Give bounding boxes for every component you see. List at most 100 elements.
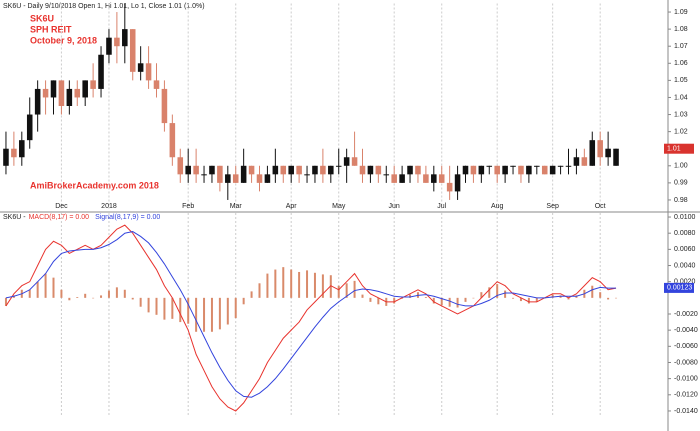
histogram-bar	[250, 291, 253, 298]
x-tick-label: Apr	[286, 203, 298, 210]
histogram-bar	[266, 273, 269, 298]
candle-body	[573, 157, 580, 166]
histogram-bar	[163, 297, 166, 320]
last-value-label: 1.01	[667, 146, 681, 153]
histogram-bar	[480, 292, 483, 298]
y-tick-label: 1.04	[674, 94, 688, 101]
histogram-bar	[36, 281, 39, 298]
y-tick-label: 1.02	[674, 128, 688, 135]
histogram-bar	[242, 297, 245, 305]
candle-body	[541, 165, 548, 175]
y-tick-label: 0.0100	[674, 214, 696, 221]
x-tick-label: Mar	[230, 203, 243, 210]
y-tick-label: -0.0140	[674, 408, 698, 415]
candle-body	[597, 140, 603, 158]
y-tick-label: 1.05	[674, 77, 688, 84]
histogram-bar	[187, 297, 190, 324]
candle-body	[367, 165, 374, 175]
histogram-bar	[361, 294, 364, 298]
histogram-bar	[68, 297, 71, 301]
histogram-bar	[448, 297, 451, 307]
histogram-bar	[147, 297, 150, 313]
histogram-bar	[432, 297, 435, 304]
candle-body	[391, 174, 397, 183]
x-tick-label: Oct	[595, 203, 606, 210]
y-tick-label: 1.09	[674, 9, 688, 16]
candle-body	[58, 80, 65, 106]
series-line	[5, 231, 617, 398]
candle-body	[589, 140, 596, 166]
y-tick-label: -0.0100	[674, 375, 698, 382]
candle-body	[122, 29, 128, 47]
histogram-bar	[92, 297, 95, 299]
y-tick-label: 0.0080	[674, 230, 696, 237]
histogram-bar	[504, 290, 507, 298]
histogram-bar	[290, 269, 293, 298]
candle-body	[581, 157, 588, 166]
histogram-bar	[274, 269, 277, 298]
x-tick-label: Feb	[182, 203, 194, 210]
y-tick-label: 1.06	[674, 60, 688, 67]
annotation: AmiBrokerAcademy.com 2018	[30, 180, 159, 190]
series-line	[5, 224, 617, 412]
candle-body	[193, 165, 199, 175]
histogram-bar	[171, 297, 174, 319]
histogram-bar	[345, 283, 348, 298]
histogram-bar	[519, 297, 522, 302]
histogram-bar	[393, 297, 396, 304]
y-tick-label: 1.00	[674, 163, 688, 170]
x-tick-label: Jun	[389, 203, 400, 210]
candle-body	[240, 165, 247, 183]
candle-body	[185, 165, 191, 175]
candle-body	[470, 165, 477, 175]
candle-body	[446, 182, 453, 192]
candle-body	[359, 165, 366, 175]
histogram-bar	[551, 294, 554, 298]
candle-body	[42, 88, 49, 98]
histogram-bar	[60, 289, 63, 298]
y-tick-label: 0.0060	[674, 246, 696, 253]
candle-body	[351, 157, 358, 166]
candle-body	[613, 148, 619, 166]
candle-body	[201, 174, 207, 176]
y-tick-label: -0.0040	[674, 327, 698, 334]
candle-body	[256, 174, 263, 183]
candle-body	[431, 174, 437, 183]
histogram-bar	[440, 297, 443, 306]
candle-body	[494, 165, 500, 175]
y-tick-label: 0.0020	[674, 279, 696, 286]
histogram-bar	[298, 271, 301, 298]
x-tick-label: 2018	[101, 203, 117, 210]
histogram-bar	[472, 297, 475, 299]
histogram-bar	[464, 297, 467, 302]
y-tick-label: 0.0040	[674, 262, 696, 269]
y-tick-label: -0.0060	[674, 343, 698, 350]
candle-body	[335, 165, 342, 167]
candle-body	[478, 165, 485, 175]
x-tick-label: May	[332, 203, 346, 210]
candle-body	[161, 88, 168, 124]
candle-body	[343, 157, 350, 166]
y-tick-label: -0.0080	[674, 359, 698, 366]
candle-body	[225, 174, 231, 183]
candle-body	[3, 148, 9, 166]
candle-body	[502, 165, 508, 175]
candle-body	[19, 140, 25, 158]
candle-body	[399, 174, 405, 183]
histogram-bar	[218, 297, 221, 330]
histogram-bar	[100, 295, 103, 298]
histogram-bar	[313, 272, 316, 298]
histogram-bar	[409, 294, 412, 298]
histogram-bar	[607, 297, 610, 300]
candle-body	[375, 165, 382, 175]
candle-body	[304, 174, 310, 176]
histogram-bar	[44, 273, 47, 298]
candle-body	[526, 165, 532, 175]
histogram-bar	[306, 270, 309, 298]
candle-body	[217, 165, 223, 183]
histogram-bar	[567, 297, 570, 300]
last-value-marker	[664, 143, 694, 154]
candle-body	[34, 88, 41, 115]
histogram-bar	[258, 283, 261, 298]
y-tick-label: -0.0120	[674, 392, 698, 399]
